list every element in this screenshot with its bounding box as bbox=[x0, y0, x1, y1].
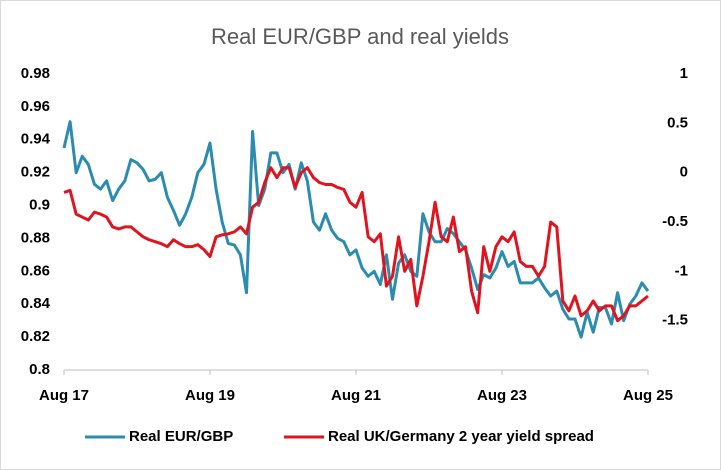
x-tick-label: Aug 21 bbox=[331, 387, 381, 404]
y2-tick-label: -1.5 bbox=[662, 312, 688, 329]
y2-tick-label: 0.5 bbox=[667, 114, 688, 131]
y2-tick-label: -0.5 bbox=[662, 213, 688, 230]
y2-tick-label: -1 bbox=[675, 262, 688, 279]
y-tick-label: 0.88 bbox=[21, 229, 50, 246]
x-tick-label: Aug 19 bbox=[185, 387, 235, 404]
y2-tick-label: 1 bbox=[680, 65, 688, 82]
y-tick-label: 0.82 bbox=[21, 328, 50, 345]
y-tick-label: 0.8 bbox=[29, 361, 50, 378]
y-tick-label: 0.96 bbox=[21, 98, 50, 115]
y-tick-label: 0.92 bbox=[21, 164, 50, 181]
y2-tick-label: 0 bbox=[680, 164, 688, 181]
x-tick-label: Aug 17 bbox=[39, 387, 89, 404]
x-tick-label: Aug 25 bbox=[623, 387, 673, 404]
series-line bbox=[63, 166, 649, 323]
chart-title: Real EUR/GBP and real yields bbox=[211, 24, 509, 49]
x-tick-label: Aug 23 bbox=[477, 387, 527, 404]
legend-label: Real UK/Germany 2 year yield spread bbox=[328, 428, 594, 445]
y-tick-label: 0.9 bbox=[29, 197, 50, 214]
y-tick-label: 0.94 bbox=[21, 131, 51, 148]
y-tick-label: 0.86 bbox=[21, 262, 50, 279]
legend-label: Real EUR/GBP bbox=[129, 428, 233, 445]
y-tick-label: 0.98 bbox=[21, 65, 50, 82]
series-line bbox=[62, 120, 650, 339]
y-tick-label: 0.84 bbox=[21, 295, 51, 312]
